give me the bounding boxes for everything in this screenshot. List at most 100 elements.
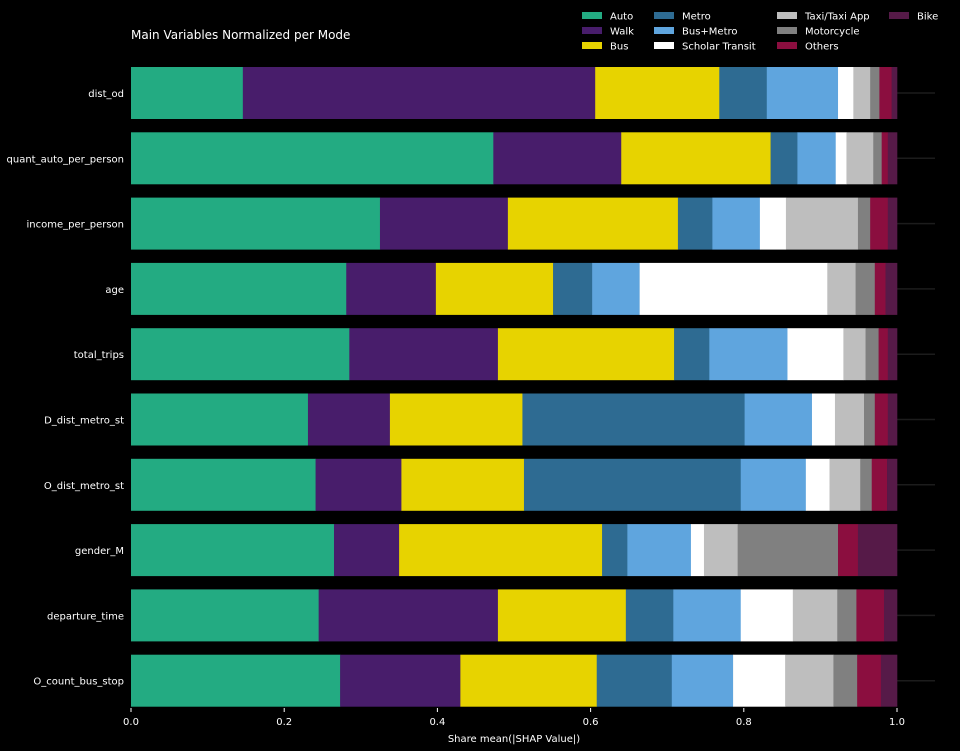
bar-segment bbox=[595, 67, 720, 119]
legend-label: Metro bbox=[682, 12, 711, 23]
bar-segment bbox=[857, 654, 882, 707]
bar-segment bbox=[827, 262, 856, 315]
bar-segment bbox=[880, 654, 898, 707]
bar-segment bbox=[766, 67, 839, 119]
bar-segment bbox=[493, 132, 622, 185]
bar-segment bbox=[855, 262, 876, 315]
bar-segment bbox=[315, 458, 402, 511]
bars bbox=[131, 67, 935, 707]
legend-swatch bbox=[654, 27, 674, 34]
bar-segment bbox=[131, 393, 309, 446]
bar-segment bbox=[835, 132, 847, 185]
legend-swatch bbox=[582, 42, 602, 49]
bar-segment bbox=[887, 393, 898, 446]
y-tick-label: dist_od bbox=[88, 89, 124, 100]
bar-segment bbox=[865, 328, 879, 381]
bar-segment bbox=[401, 458, 525, 511]
y-tick-label: O_count_bus_stop bbox=[33, 677, 124, 688]
y-tick-label: departure_time bbox=[47, 611, 124, 622]
bar-segment bbox=[833, 654, 858, 707]
bar-segment bbox=[553, 262, 593, 315]
bar-segment bbox=[346, 262, 437, 315]
bar-segment bbox=[837, 589, 857, 642]
bar-segment bbox=[131, 197, 381, 250]
bar-segment bbox=[131, 654, 341, 707]
bar-segment bbox=[131, 589, 319, 642]
legend-swatch bbox=[654, 12, 674, 19]
bar-segment bbox=[864, 393, 876, 446]
bar-segment bbox=[887, 197, 898, 250]
bar-segment bbox=[887, 458, 898, 511]
legend-label: Walk bbox=[610, 27, 634, 38]
x-tick-label: 0.6 bbox=[583, 717, 599, 728]
bar-segment bbox=[887, 132, 898, 185]
bar-segment bbox=[785, 197, 859, 250]
legend-label: Others bbox=[805, 42, 839, 53]
legend-label: Bus bbox=[610, 42, 628, 53]
bar-segment bbox=[879, 67, 892, 119]
bar-segment bbox=[873, 132, 882, 185]
bar-segment bbox=[703, 524, 738, 577]
bar-segment bbox=[523, 458, 742, 511]
bar-segment bbox=[333, 524, 400, 577]
bar-segment bbox=[744, 393, 813, 446]
bar-segment bbox=[838, 524, 859, 577]
bar-segment bbox=[759, 197, 787, 250]
y-tick-label: O_dist_metro_st bbox=[44, 481, 124, 492]
y-tick-label: D_dist_metro_st bbox=[44, 416, 124, 427]
legend-swatch bbox=[582, 27, 602, 34]
bar-segment bbox=[389, 393, 523, 446]
bar-segment bbox=[797, 132, 837, 185]
bar-segment bbox=[829, 458, 861, 511]
bar-segment bbox=[885, 262, 898, 315]
bar-segment bbox=[881, 132, 889, 185]
bar-segment bbox=[690, 524, 705, 577]
bar-segment bbox=[792, 589, 838, 642]
bar-segment bbox=[639, 262, 828, 315]
bar-segment bbox=[870, 197, 889, 250]
legend: Auto Walk Bus Metro Bus+Metro Scholar Transit… bbox=[582, 12, 938, 53]
bar-segment bbox=[878, 328, 889, 381]
y-tick-label: age bbox=[105, 285, 124, 296]
bar-segment bbox=[843, 328, 866, 381]
legend-swatch bbox=[777, 27, 797, 34]
legend-entry: Others bbox=[777, 42, 839, 53]
legend-entry: Bus+Metro bbox=[654, 27, 738, 38]
legend-swatch bbox=[654, 42, 674, 49]
x-tick-label: 1.0 bbox=[889, 717, 905, 728]
bar-segment bbox=[379, 197, 509, 250]
bar-segment bbox=[856, 589, 885, 642]
legend-entry: Motorcycle bbox=[777, 27, 860, 38]
x-axis: 0.0 0.2 0.4 0.6 0.8 1.0 bbox=[123, 707, 905, 728]
bar-segment bbox=[883, 589, 898, 642]
bar-segment bbox=[770, 132, 798, 185]
legend-label: Bus+Metro bbox=[682, 27, 738, 38]
bar-segment bbox=[853, 67, 871, 119]
legend-swatch bbox=[889, 12, 909, 19]
bar-segment bbox=[870, 67, 880, 119]
bar-segment bbox=[307, 393, 391, 446]
bar-segment bbox=[712, 197, 761, 250]
bar-segment bbox=[887, 328, 898, 381]
bar-segment bbox=[674, 328, 710, 381]
bar-segment bbox=[131, 524, 335, 577]
bar-segment bbox=[709, 328, 788, 381]
legend-entry: Taxi/Taxi App bbox=[777, 12, 870, 23]
legend-label: Taxi/Taxi App bbox=[804, 12, 870, 23]
bar-segment bbox=[131, 67, 244, 119]
bar-segment bbox=[497, 328, 675, 381]
bar-segment bbox=[805, 458, 830, 511]
y-tick-label: gender_M bbox=[75, 546, 124, 557]
bar-segment bbox=[857, 524, 898, 577]
legend-swatch bbox=[777, 12, 797, 19]
bar-segment bbox=[671, 654, 734, 707]
bar-segment bbox=[733, 654, 786, 707]
bar-segment bbox=[460, 654, 598, 707]
bar-segment bbox=[435, 262, 554, 315]
bar-segment bbox=[131, 458, 316, 511]
bar-segment bbox=[625, 589, 674, 642]
legend-entry: Auto bbox=[582, 12, 633, 23]
x-tick-label: 0.8 bbox=[736, 717, 752, 728]
legend-swatch bbox=[582, 12, 602, 19]
